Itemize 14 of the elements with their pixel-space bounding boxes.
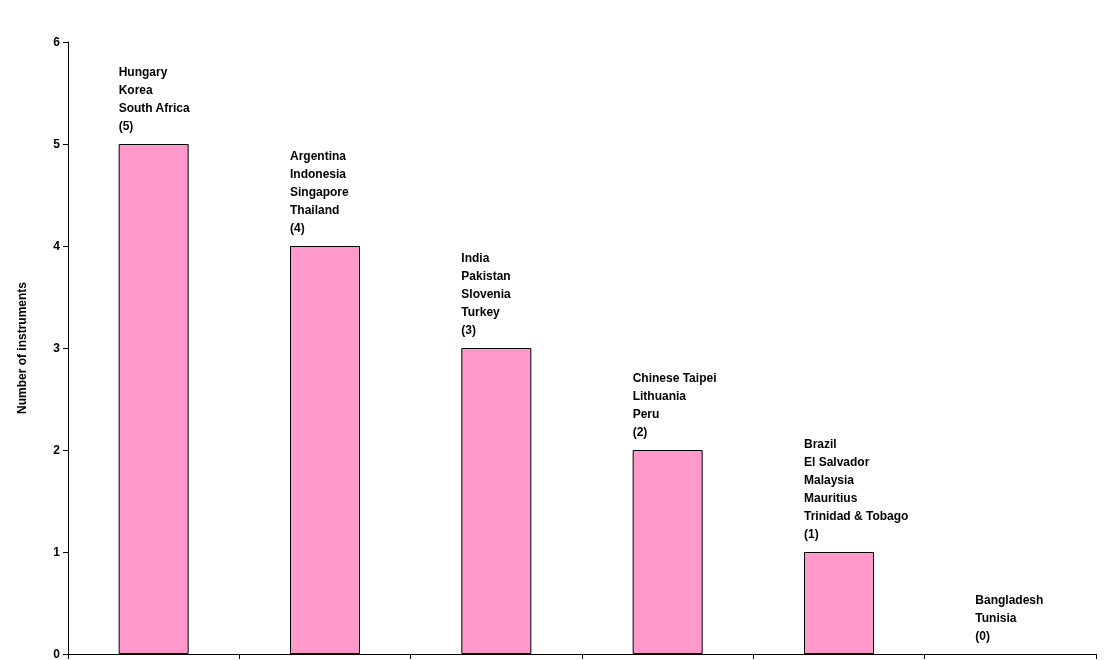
data-label: Hungary Korea South Africa (5) <box>118 65 190 133</box>
y-tick-label: 5 <box>53 137 61 151</box>
data-label: India Pakistan Slovenia Turkey (3) <box>461 251 512 337</box>
data-label: Chinese Taipei Lithuania Peru (2) <box>632 371 717 439</box>
y-tick-label: 1 <box>53 545 61 559</box>
y-axis-title: Number of instruments <box>15 281 29 415</box>
data-label: Brazil El Salvador Malaysia Mauritius Trinidad & Tobago (1) <box>804 437 909 541</box>
data-label: Argentina Indonesia Singapore Thailand (4) <box>290 149 349 235</box>
y-tick-label: 4 <box>53 239 61 253</box>
y-tick-label: 0 <box>53 647 61 660</box>
y-tick-label: 6 <box>53 35 61 49</box>
y-tick-label: 3 <box>53 341 61 355</box>
y-tick-label: 2 <box>53 443 61 457</box>
data-label: Bangladesh Tunisia (0) <box>975 593 1044 643</box>
